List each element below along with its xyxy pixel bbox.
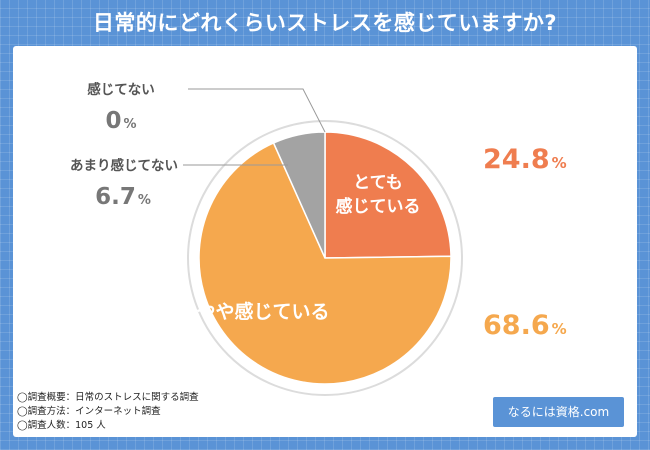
pie-value-1: 68.6% [483,310,567,341]
pie-value-0: 24.8% [483,144,567,175]
pie-label-3: 感じてない [87,81,155,98]
chart-panel: とても感じている 24.8% やや感じている 68.6% あまり感じてない 6.7% 感じて… [13,46,637,437]
pie-label-2: あまり感じてない [70,157,178,174]
pie-label-1: やや感じている [196,300,329,323]
pie-slice-0 [324,131,452,259]
chart-title: 日常的にどれくらいストレスを感じていますか? [92,11,558,35]
survey-note-count: ◯調査人数：105 人 [17,420,106,431]
survey-notes: ◯調査概要：日常のストレスに関する調査 ◯調査方法：インターネット調査 ◯調査人… [17,391,199,433]
pie-slice-1 [198,141,452,385]
pie-value-3: 0% [105,108,136,134]
brand-badge[interactable]: なるには資格.com [493,397,624,427]
pie-label-0-line-1: 感じている [336,196,421,217]
survey-note-overview: ◯調査概要：日常のストレスに関する調査 [17,392,199,403]
pie-label-0-line-0: とても [353,173,403,193]
survey-note-method: ◯調査方法：インターネット調査 [17,406,161,417]
pie-leader-3 [188,88,326,133]
pie-value-2: 6.7% [95,184,151,210]
